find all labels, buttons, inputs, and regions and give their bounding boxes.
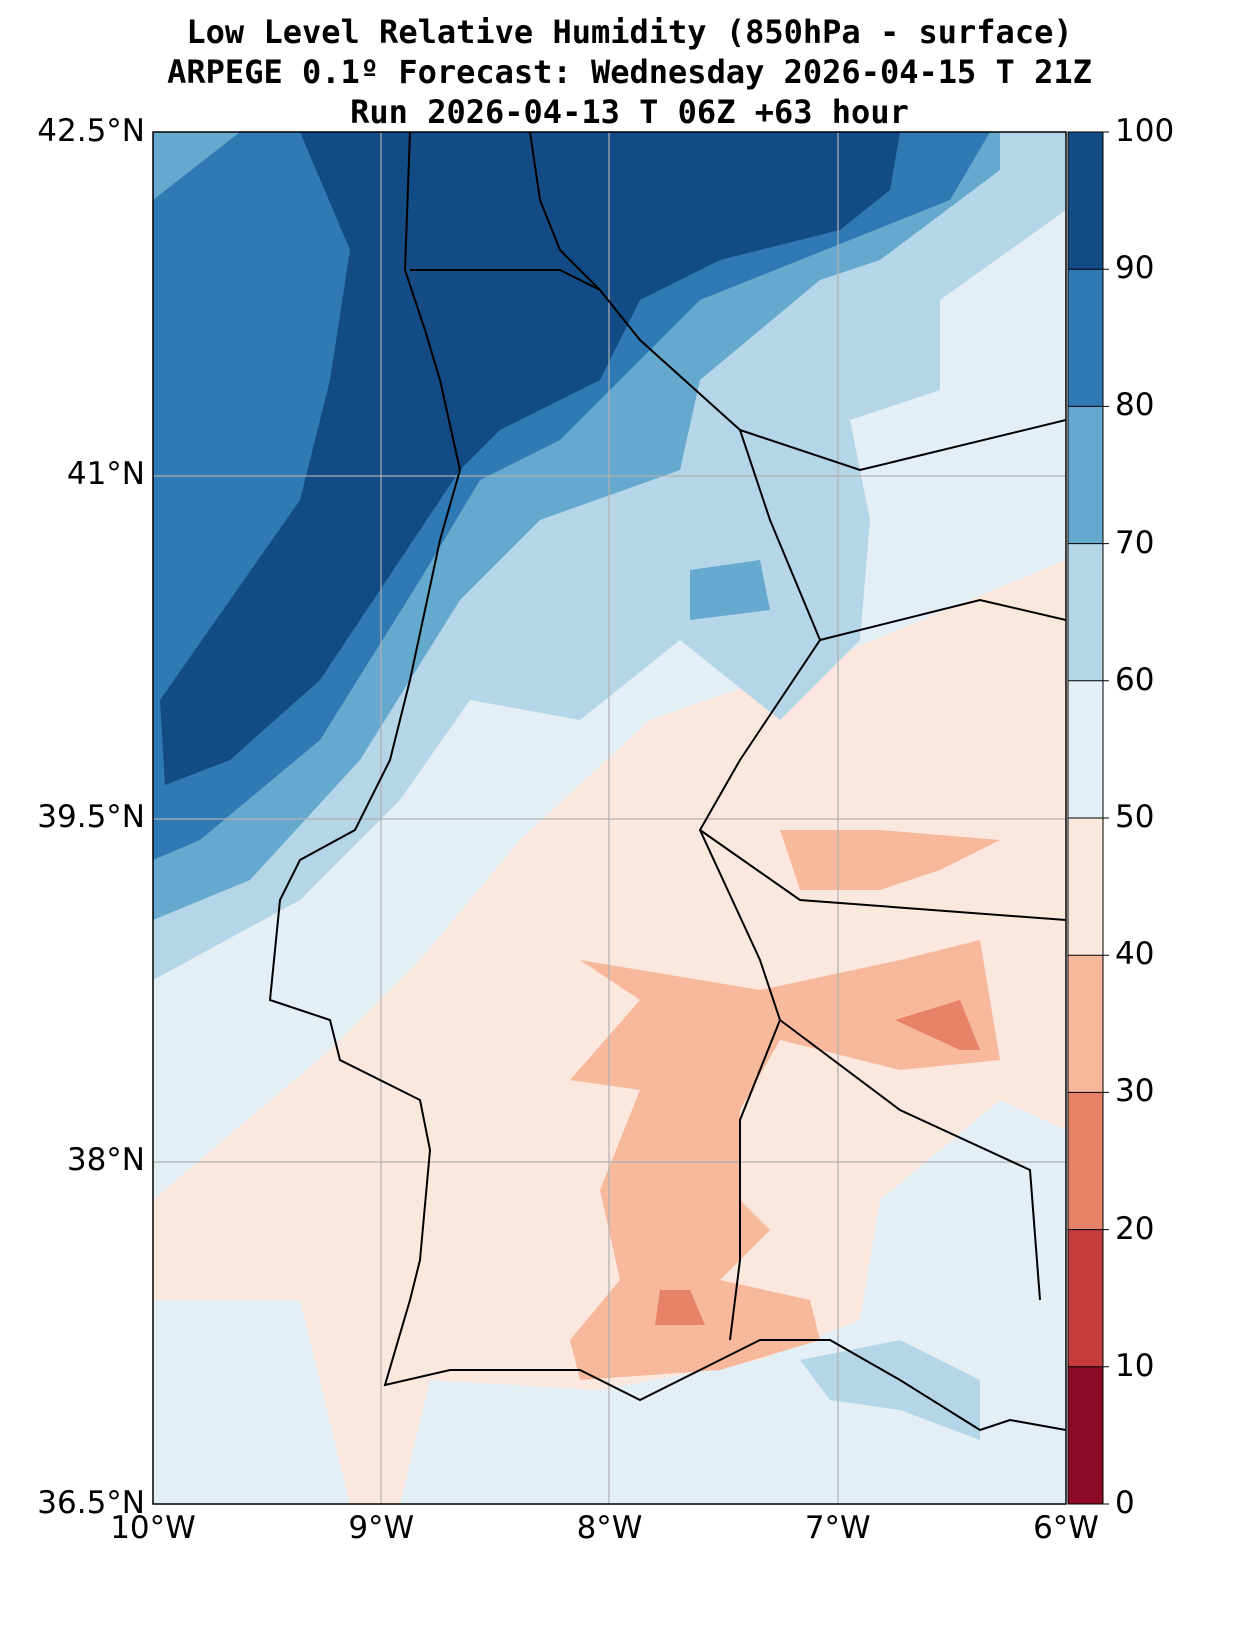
contour-20-30 bbox=[895, 1000, 980, 1050]
contour-90-100 bbox=[160, 132, 900, 785]
coastlines-borders bbox=[268, 132, 1066, 1432]
colorbar-tick-label: 90 bbox=[1115, 250, 1155, 287]
colorbar-tick-label: 60 bbox=[1115, 661, 1155, 698]
region-border bbox=[699, 829, 1066, 921]
colorbar-swatch bbox=[1068, 1092, 1103, 1230]
colorbar bbox=[1067, 131, 1109, 1505]
colorbar-swatch bbox=[1068, 1366, 1103, 1504]
lon-tick-label: 8°W bbox=[576, 1510, 643, 1546]
lon-tick-label: 9°W bbox=[348, 1510, 415, 1546]
colorbar-tick-label: 100 bbox=[1115, 113, 1175, 149]
colorbar-tick-label: 70 bbox=[1115, 524, 1155, 561]
lon-tick-label: 10°W bbox=[110, 1510, 196, 1546]
region-border bbox=[819, 598, 1066, 641]
contour-20-30 bbox=[655, 1290, 705, 1325]
colorbar-tick-label: 30 bbox=[1115, 1073, 1155, 1110]
colorbar-swatch bbox=[1068, 818, 1103, 956]
colorbar-frame bbox=[1067, 131, 1104, 1505]
colorbar-swatch bbox=[1068, 406, 1103, 544]
lat-tick-label: 38°N bbox=[66, 1142, 145, 1178]
lon-tick-label: 6°W bbox=[1033, 1510, 1099, 1546]
colorbar-tick-label: 20 bbox=[1115, 1210, 1155, 1247]
lat-tick-label: 36.5°N bbox=[37, 1485, 145, 1521]
lon-tick-label: 7°W bbox=[804, 1510, 871, 1546]
lat-tick-label: 41°N bbox=[66, 456, 145, 492]
colorbar-swatch bbox=[1068, 955, 1103, 1093]
colorbar-tick-label: 0 bbox=[1115, 1485, 1135, 1521]
lat-tick-label: 42.5°N bbox=[37, 113, 145, 149]
colorbar-tick-label: 40 bbox=[1115, 936, 1155, 973]
region-border bbox=[529, 132, 601, 291]
lat-tick-label: 39.5°N bbox=[37, 799, 145, 835]
contour-70-80 bbox=[690, 560, 770, 620]
colorbar-swatch bbox=[1068, 132, 1103, 270]
colorbar-tick-label: 50 bbox=[1115, 799, 1155, 835]
colorbar-tick-label: 10 bbox=[1115, 1347, 1155, 1384]
colorbar-swatch bbox=[1068, 680, 1103, 818]
title-line-3: Run 2026-04-13 T 06Z +63 hour bbox=[350, 93, 909, 131]
colorbar-tick-label: 80 bbox=[1115, 387, 1155, 424]
portugal-spain-border bbox=[410, 269, 822, 1341]
colorbar-swatch bbox=[1068, 1229, 1103, 1367]
region-border bbox=[739, 419, 1066, 472]
title-line-1: Low Level Relative Humidity (850hPa - su… bbox=[186, 13, 1073, 51]
contour-60-70 bbox=[800, 1340, 980, 1440]
region-border bbox=[779, 1019, 1041, 1301]
coastline bbox=[268, 132, 1066, 1432]
colorbar-swatch bbox=[1068, 269, 1103, 407]
map-frame bbox=[152, 131, 1067, 1505]
gridlines bbox=[153, 132, 1066, 1504]
contour-30-40 bbox=[570, 940, 1000, 1380]
title-line-2: ARPEGE 0.1º Forecast: Wednesday 2026-04-… bbox=[167, 53, 1092, 91]
colorbar-swatch bbox=[1068, 543, 1103, 681]
contour-30-40 bbox=[780, 830, 1000, 890]
